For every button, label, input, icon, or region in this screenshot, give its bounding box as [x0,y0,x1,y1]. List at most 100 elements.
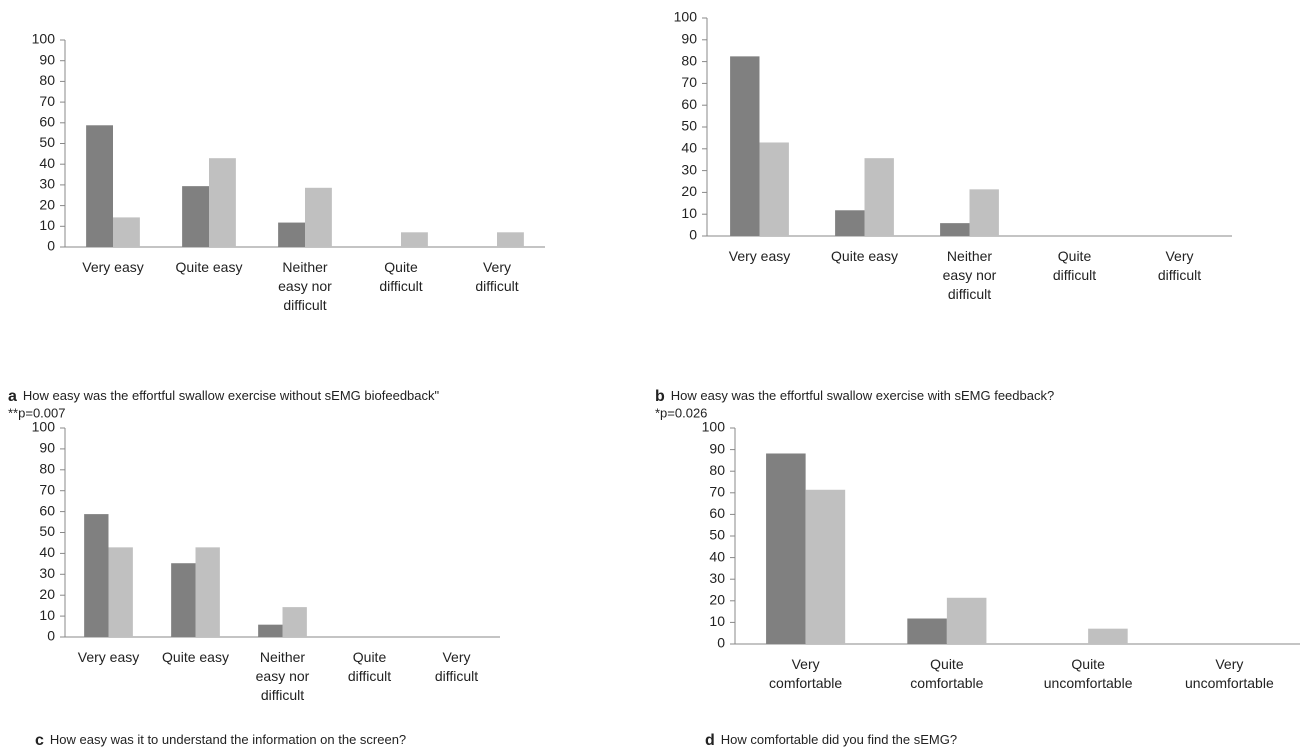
y-tick-label: 100 [32,419,56,435]
bar [940,223,970,236]
caption-note: *p=0.026 [655,405,707,420]
bar [864,158,894,236]
x-tick-label: Very uncomfortable [1185,656,1274,691]
y-tick-label: 80 [681,52,697,68]
x-tick-label: Very comfortable [769,656,842,691]
y-tick-label: 0 [47,238,55,254]
panel-label: b [655,388,665,405]
bar [171,563,196,637]
y-tick-label: 20 [681,183,697,199]
panel-label: a [8,388,17,405]
y-tick-label: 30 [39,565,55,581]
y-tick-label: 60 [39,114,55,130]
x-tick-label: Neither easy nor difficult [256,649,310,703]
caption-text: How easy was the effortful swallow exerc… [671,388,1054,403]
bar [258,624,283,637]
bar [278,222,305,247]
y-tick-label: 30 [39,176,55,192]
panel-label: c [35,732,44,749]
bar [182,186,209,247]
y-tick-label: 50 [709,527,725,543]
bar [84,514,109,637]
y-tick-label: 0 [47,628,55,644]
x-tick-label: Quite easy [176,259,243,275]
bar [766,453,806,644]
caption-text: How easy was the effortful swallow exerc… [23,388,440,403]
caption-text: How easy was it to understand the inform… [50,732,406,747]
x-tick-label: Neither easy nor difficult [943,248,997,302]
caption-text: How comfortable did you find the sEMG? [721,732,957,747]
bar [730,56,760,237]
y-tick-label: 90 [39,440,55,456]
caption: b How easy was the effortful swallow exer… [655,388,1054,405]
bar [946,597,987,644]
bar [805,489,846,644]
y-tick-label: 20 [709,592,725,608]
bar [759,142,789,236]
y-tick-label: 20 [39,586,55,602]
x-tick-label: Very difficult [475,259,518,294]
x-tick-label: Quite comfortable [910,656,983,691]
y-tick-label: 40 [709,548,725,564]
x-tick-label: Quite difficult [348,649,391,684]
y-tick-label: 60 [681,96,697,112]
bar [835,210,865,236]
y-tick-label: 50 [39,523,55,539]
y-tick-label: 90 [709,440,725,456]
caption: c How easy was it to understand the infor… [35,732,406,749]
y-tick-label: 100 [32,31,56,47]
y-tick-label: 100 [702,419,726,435]
x-tick-label: Very easy [78,649,139,665]
bar [497,232,524,247]
x-tick-label: Very difficult [1158,248,1201,283]
y-tick-label: 100 [674,9,698,25]
bar [209,158,236,247]
bar [401,232,428,247]
y-tick-label: 70 [681,74,697,90]
y-tick-label: 40 [39,544,55,560]
y-tick-label: 10 [39,607,55,623]
bar [282,607,307,637]
caption-note: **p=0.007 [8,405,65,420]
x-tick-label: Quite uncomfortable [1044,656,1133,691]
y-tick-label: 0 [689,227,697,243]
bar [195,547,220,637]
x-tick-label: Quite easy [831,248,898,264]
y-tick-label: 70 [39,93,55,109]
y-tick-label: 60 [39,502,55,518]
y-tick-label: 90 [681,31,697,47]
x-tick-label: Very easy [82,259,143,275]
y-tick-label: 0 [717,635,725,651]
bar [1088,628,1128,644]
x-tick-label: Quite difficult [379,259,422,294]
y-tick-label: 80 [39,461,55,477]
y-tick-label: 10 [39,217,55,233]
x-tick-label: Quite easy [162,649,229,665]
x-tick-label: Neither easy nor difficult [278,259,332,313]
x-tick-label: Very difficult [435,649,478,684]
y-tick-label: 70 [39,481,55,497]
bar [305,187,332,247]
panel-label: d [705,732,715,749]
y-tick-label: 20 [39,196,55,212]
x-tick-label: Quite difficult [1053,248,1096,283]
y-tick-label: 60 [709,505,725,521]
bar [969,189,999,236]
y-tick-label: 10 [709,613,725,629]
y-tick-label: 30 [681,161,697,177]
y-tick-label: 40 [681,140,697,156]
y-tick-label: 30 [709,570,725,586]
y-tick-label: 90 [39,51,55,67]
y-tick-label: 80 [709,462,725,478]
caption: a How easy was the effortful swallow exer… [8,388,440,405]
y-tick-label: 50 [39,134,55,150]
bar [86,125,113,247]
x-tick-label: Very easy [729,248,790,264]
bar [907,618,947,644]
bar [108,547,133,637]
y-tick-label: 70 [709,484,725,500]
y-tick-label: 10 [681,205,697,221]
bar [113,217,140,247]
caption: d How comfortable did you find the sEMG? [705,732,957,749]
